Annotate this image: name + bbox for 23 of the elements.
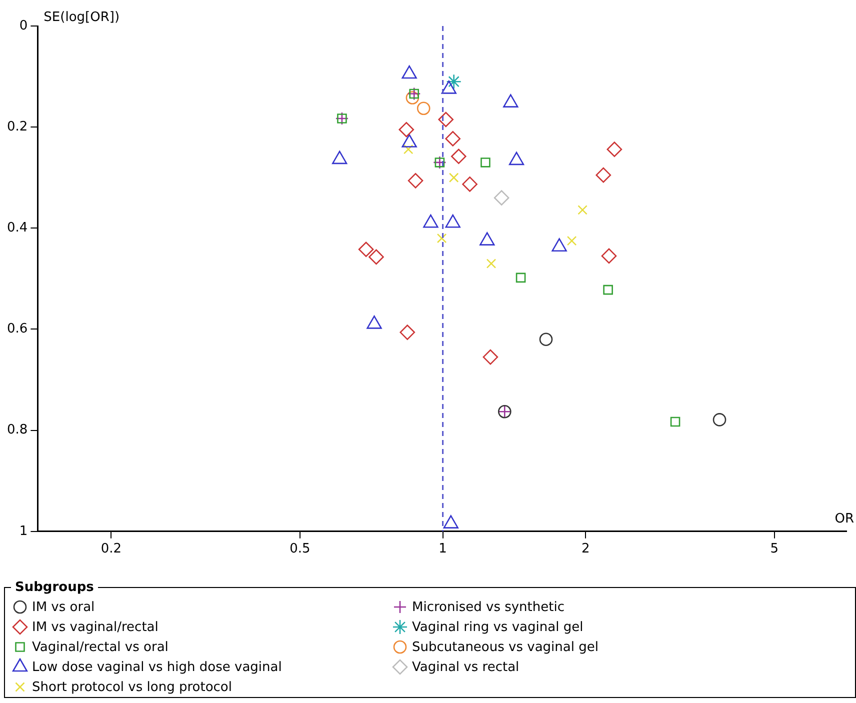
legend-label: Short protocol vs long protocol	[32, 680, 232, 694]
x-axis-title: OR	[834, 511, 854, 526]
y-tick-label: 0.4	[6, 220, 28, 236]
legend-label: Subcutaneous vs vaginal gel	[412, 640, 598, 654]
x-tick-label: 1	[438, 542, 447, 557]
y-tick-label: 1	[19, 524, 28, 539]
legend-title: Subgroups	[14, 580, 95, 595]
legend-label: Vaginal/rectal vs oral	[32, 640, 168, 654]
legend-label: IM vs oral	[32, 600, 95, 614]
y-axis-title: SE(log[OR])	[44, 10, 120, 25]
legend-label: IM vs vaginal/rectal	[32, 620, 158, 634]
x-tick-label: 0.5	[290, 542, 310, 557]
y-tick-label: 0.2	[6, 119, 28, 134]
legend-label: Vaginal ring vs vaginal gel	[412, 620, 584, 634]
y-tick-label: 0.8	[6, 422, 28, 438]
legend-label: Low dose vaginal vs high dose vaginal	[32, 660, 282, 674]
y-tick-label: 0	[19, 18, 28, 34]
x-tick-label: 0.2	[100, 542, 122, 557]
y-tick-label: 0.6	[6, 322, 28, 337]
legend-label: Vaginal vs rectal	[412, 660, 520, 674]
x-tick-label: 5	[770, 542, 779, 557]
legend-label: Micronised vs synthetic	[412, 600, 564, 614]
x-tick-label: 2	[581, 542, 590, 557]
